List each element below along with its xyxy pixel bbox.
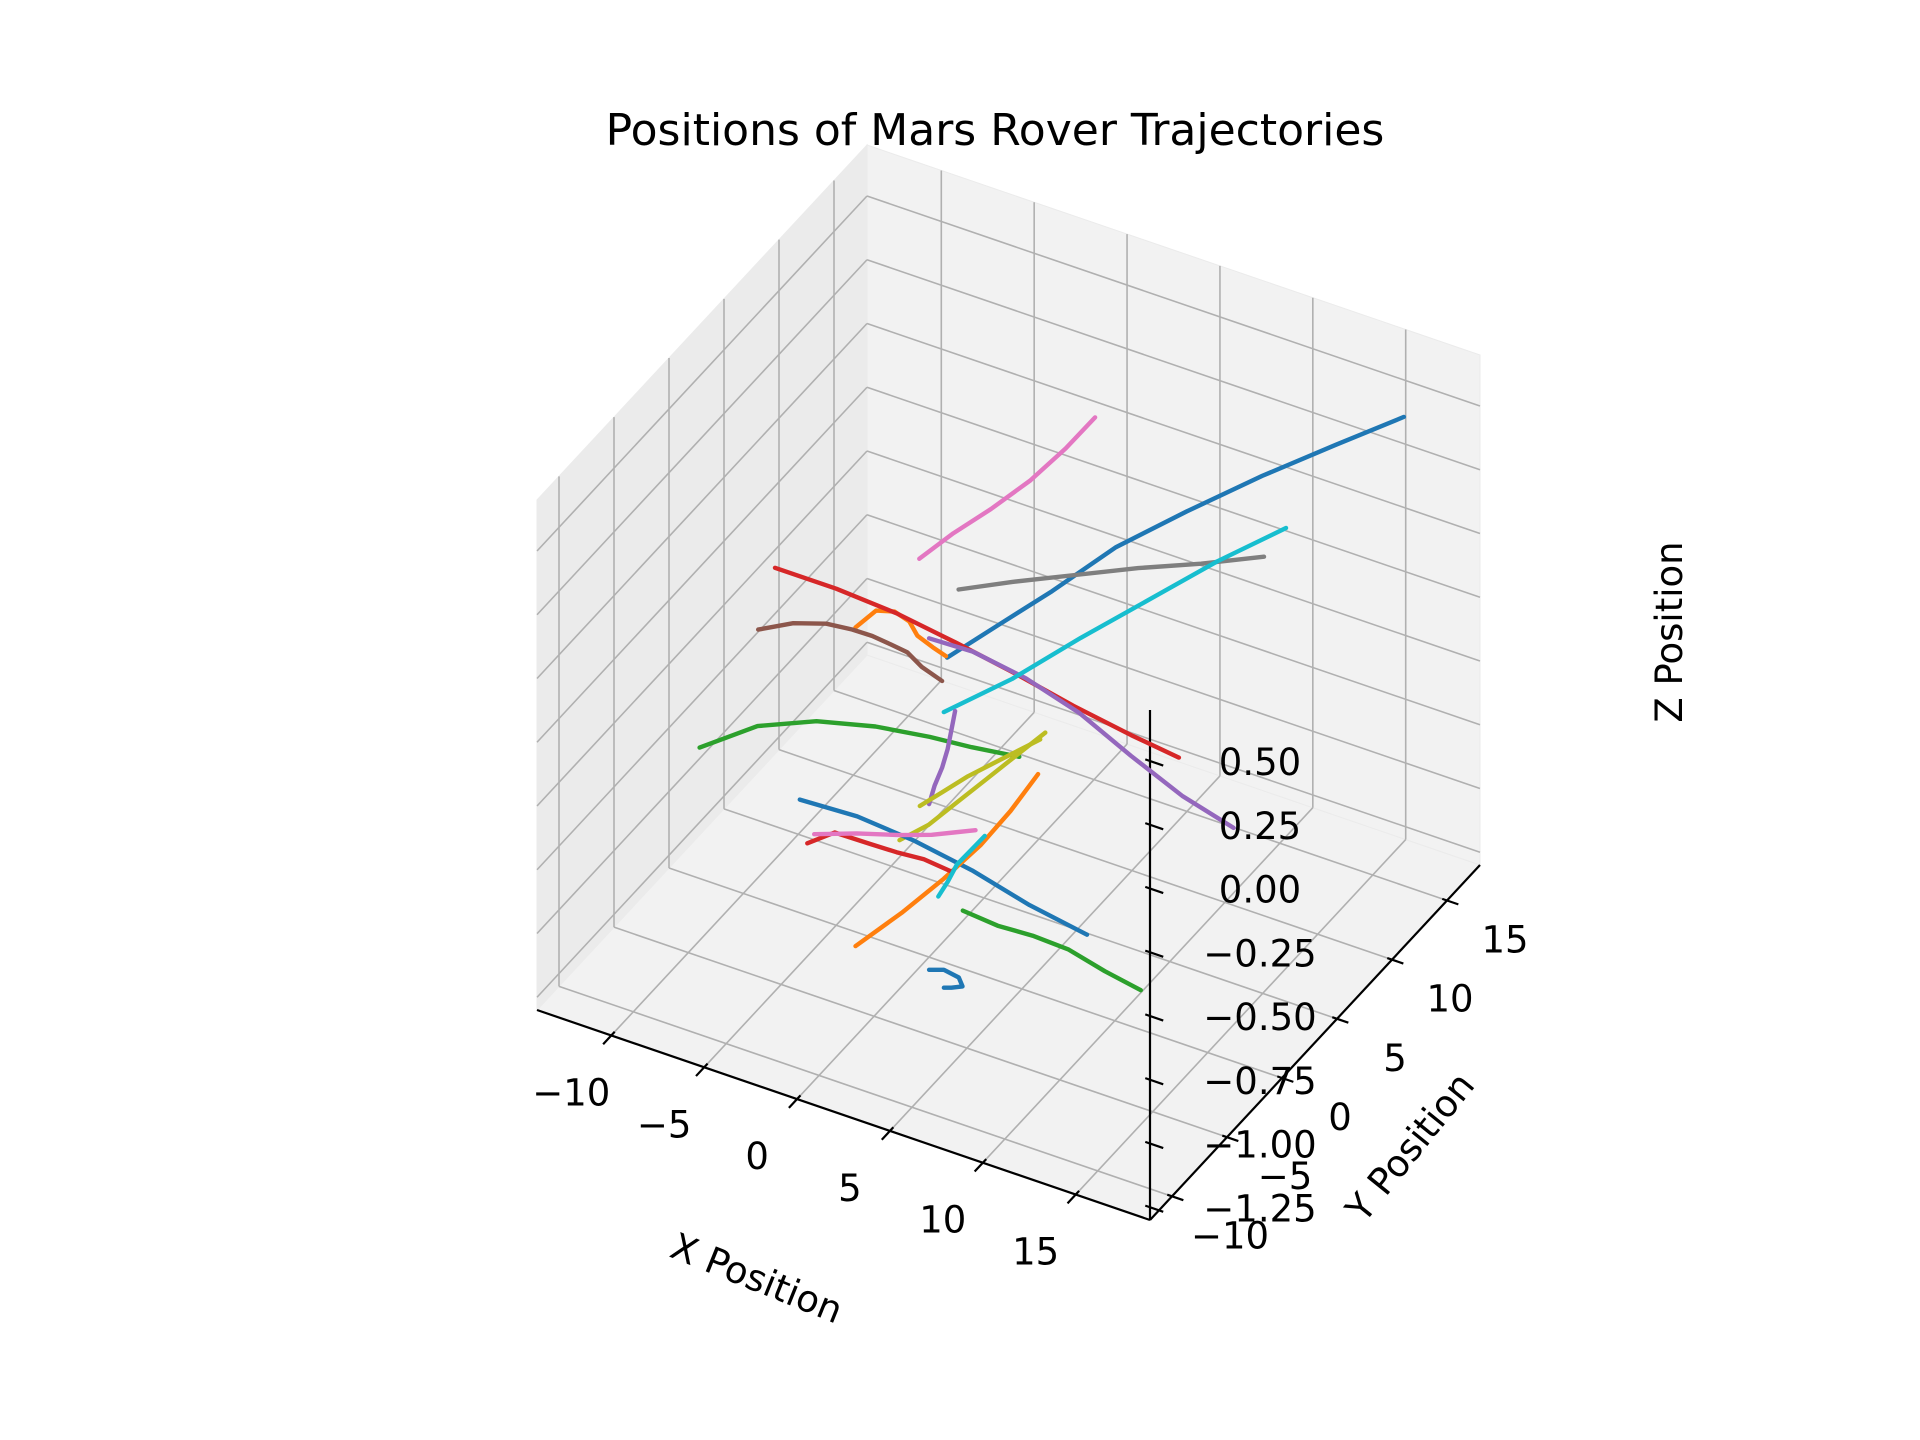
y-tick (1386, 957, 1404, 965)
trajectory-line-17 (917, 737, 1043, 809)
trajectory-line-16 (926, 708, 958, 807)
z-tick-label: 0.25 (1219, 805, 1301, 848)
grid-line-z-back (866, 258, 1481, 471)
y-tick (1166, 1193, 1184, 1202)
grid-line-x-floor (796, 743, 1128, 1100)
grid-line-z-left (536, 450, 868, 807)
trajectory-line-7 (917, 415, 1098, 561)
z-tick-label: −1.00 (1203, 1124, 1316, 1167)
grid-line-z-left (536, 577, 868, 935)
z-tick-label: −0.50 (1203, 996, 1316, 1039)
z-tick (1144, 1013, 1164, 1022)
trajectory-line-15 (812, 828, 978, 838)
trajectory-line-1 (944, 414, 1407, 660)
x-tick (602, 1031, 616, 1045)
y-tick (1276, 1075, 1294, 1083)
x-tick-label: 5 (838, 1167, 862, 1210)
z-tick (1144, 1140, 1164, 1150)
grid-line-z-left (536, 259, 868, 616)
y-tick-label: −5 (1258, 1155, 1313, 1198)
y-tick (1441, 897, 1459, 906)
z-tick (1144, 1077, 1164, 1086)
x-tick (973, 1158, 988, 1173)
y-tick-label: 10 (1426, 978, 1473, 1021)
x-tick-label: 15 (1012, 1231, 1059, 1274)
y-tick (1331, 1016, 1349, 1024)
y-tick-label: 0 (1328, 1096, 1352, 1139)
z-tick-label: −0.25 (1203, 932, 1316, 975)
trajectory-line-6 (756, 621, 945, 684)
z-tick-label: −0.75 (1203, 1060, 1316, 1103)
chart-title: Positions of Mars Rover Trajectories (606, 105, 1385, 156)
z-axis-label: Z Position (1648, 541, 1691, 722)
x-tick (788, 1094, 802, 1109)
grid-line-z-back (866, 577, 1481, 790)
y-axis-line (1149, 864, 1481, 1221)
z-tick-label: 0.00 (1219, 869, 1301, 912)
grid-line-x-floor (982, 807, 1314, 1164)
grid-line-y-floor (668, 867, 1283, 1079)
z-tick (1144, 949, 1164, 958)
y-tick-label: −10 (1191, 1214, 1269, 1257)
trajectory-line-11 (797, 797, 1090, 937)
x-tick-label: 0 (745, 1135, 769, 1178)
grid-line-z-left (536, 195, 868, 552)
x-tick (1066, 1190, 1080, 1205)
z-tick (1144, 885, 1164, 895)
z-tick (1144, 1204, 1164, 1213)
x-tick (695, 1062, 709, 1077)
grid-line-y-floor (723, 808, 1338, 1020)
grid-line-y-floor (613, 926, 1228, 1138)
trajectory-line-9 (897, 730, 1048, 843)
trajectory-line-13 (960, 908, 1144, 993)
trajectory-line-3 (697, 719, 1022, 759)
grid-line-z-left (536, 514, 868, 871)
grid-line-z-back (866, 641, 1481, 854)
grid-line-z-back (866, 322, 1481, 535)
trajectory-line-19 (926, 967, 965, 990)
grid-line-y-floor (833, 689, 1448, 902)
x-tick-label: −5 (637, 1103, 692, 1146)
grid-line-y-floor (558, 985, 1173, 1198)
axis-panes (536, 143, 1481, 1221)
grid-line-y-floor (778, 748, 1393, 961)
grid-line-z-left (536, 386, 868, 743)
grid-lines (536, 170, 1481, 1198)
grid-line-z-back (866, 450, 1481, 662)
grid-line-z-back (866, 386, 1481, 599)
x-tick-label: −10 (532, 1072, 610, 1115)
grid-line-z-back (866, 195, 1481, 407)
grid-line-z-left (536, 641, 868, 998)
trajectory-series (697, 414, 1407, 993)
left-pane (536, 143, 868, 1012)
trajectory-line-10 (941, 525, 1289, 715)
z-tick-label: −1.25 (1203, 1187, 1316, 1230)
grid-line-x-floor (1075, 839, 1407, 1196)
z-tick-label: 0.50 (1219, 741, 1301, 784)
grid-line-z-back (866, 513, 1481, 726)
grid-line-z-left (536, 322, 868, 680)
x-tick (880, 1126, 895, 1141)
axis-lines (536, 710, 1481, 1222)
z-tick (1144, 758, 1164, 767)
grid-line-x-floor (889, 775, 1221, 1132)
y-tick-label: 15 (1481, 919, 1528, 962)
trajectory-line-5 (926, 636, 1236, 831)
x-axis-line (536, 1008, 1151, 1222)
y-tick-label: 5 (1383, 1037, 1407, 1080)
grid-line-x-floor (610, 679, 942, 1036)
trajectory-line-18 (936, 833, 987, 899)
z-tick (1144, 822, 1164, 831)
y-tick (1221, 1134, 1239, 1143)
x-tick-label: 10 (919, 1199, 966, 1242)
